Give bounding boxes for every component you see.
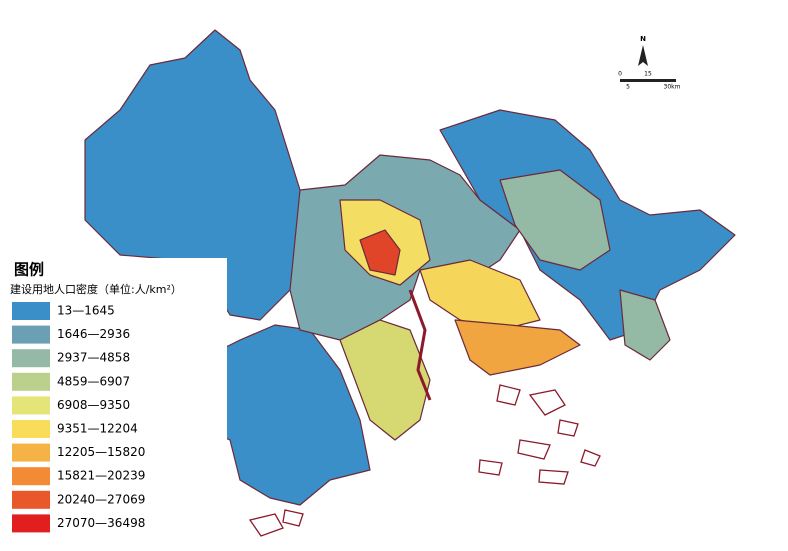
legend-swatch xyxy=(12,490,50,509)
legend-label: 6908—9350 xyxy=(57,398,130,412)
scale-bar: 0 5 15 30km xyxy=(618,71,681,91)
legend-label: 12205—15820 xyxy=(57,445,145,459)
region-south-central xyxy=(339,319,431,441)
legend-swatch xyxy=(12,325,50,344)
legend-label: 2937—4858 xyxy=(57,351,130,365)
legend: 图例 建设用地人口密度（单位:人/km²） 13—1645 1646—2936 29… xyxy=(5,258,227,542)
compass-label: N xyxy=(640,35,646,43)
compass-arrow xyxy=(638,45,648,66)
legend-title: 图例 xyxy=(14,261,44,279)
region-east-coast xyxy=(619,289,671,361)
legend-label: 13—1645 xyxy=(57,304,115,318)
scale-label: 5 xyxy=(626,84,630,91)
legend-swatch xyxy=(12,420,50,438)
legend-swatch xyxy=(12,443,50,462)
region-shenzhen xyxy=(454,319,581,376)
scale-bar-rect xyxy=(620,79,676,82)
region-east-mid xyxy=(499,169,611,271)
scale-label: 15 xyxy=(644,71,652,78)
legend-label: 4859—6907 xyxy=(57,374,130,388)
legend-swatch xyxy=(12,467,50,486)
legend-label: 9351—12204 xyxy=(57,422,138,436)
scale-label: 30km xyxy=(664,84,681,91)
legend-label: 20240—27069 xyxy=(57,492,145,506)
region-southwest xyxy=(184,324,371,506)
legend-label: 15821—20239 xyxy=(57,469,145,483)
legend-label: 27070—36498 xyxy=(57,516,145,530)
region-core-red xyxy=(359,229,401,276)
legend-label: 1646—2936 xyxy=(57,327,130,341)
compass: N xyxy=(638,35,648,66)
legend-subtitle: 建设用地人口密度（单位:人/km²） xyxy=(10,282,182,296)
legend-swatch xyxy=(12,514,50,533)
legend-swatch xyxy=(12,302,50,320)
islands xyxy=(248,384,601,537)
legend-swatch xyxy=(12,372,50,391)
region-dongguan xyxy=(419,259,541,331)
scale-label: 0 xyxy=(618,71,622,78)
legend-swatch xyxy=(12,396,50,415)
river xyxy=(408,289,432,401)
map xyxy=(84,29,736,537)
legend-swatch xyxy=(12,349,50,368)
